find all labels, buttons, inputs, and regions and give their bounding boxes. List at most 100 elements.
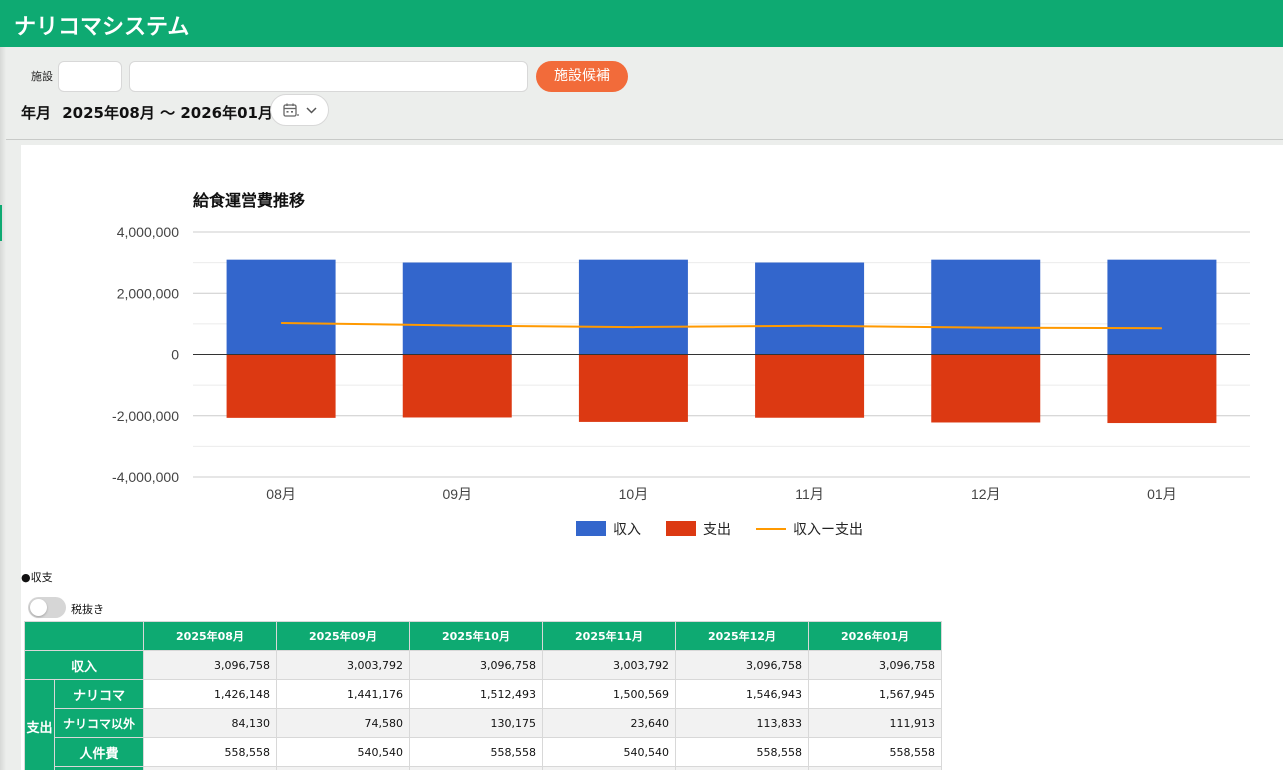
x-tick-label: 10月 (619, 486, 649, 502)
bar (931, 259, 1041, 355)
chart-title: 給食運営費推移 (193, 191, 306, 210)
bar (755, 354, 865, 418)
table-cell (808, 766, 942, 770)
y-tick-label: 2,000,000 (117, 285, 179, 301)
table-cell: 111,913 (808, 708, 942, 738)
table-cell: 558,558 (409, 737, 543, 767)
app-title: ナリコマシステム (14, 15, 190, 40)
bar (578, 354, 688, 422)
table-cell: 130,175 (409, 708, 543, 738)
row-header (54, 766, 144, 770)
series-line (281, 322, 1162, 330)
filter-divider (6, 139, 1283, 140)
table-cell: 23,640 (542, 708, 676, 738)
x-tick-label: 11月 (795, 486, 824, 502)
table-cell: 74,580 (276, 708, 410, 738)
tax-exclusive-toggle[interactable] (28, 597, 66, 618)
column-header: 2025年11月 (542, 621, 676, 651)
bar (226, 354, 336, 418)
legend-label: 支出 (703, 522, 731, 538)
period-value: 2025年08月 〜 2026年01月 (62, 104, 273, 122)
row-header: ナリコマ (54, 679, 144, 709)
table-cell: 558,558 (143, 737, 277, 767)
table-cell: 540,540 (542, 737, 676, 767)
x-tick-label: 12月 (971, 486, 1001, 502)
table-cell: 1,567,945 (808, 679, 942, 709)
facility-label: 施設 (31, 70, 53, 83)
table-cell: 3,003,792 (542, 650, 676, 680)
period-label: 年月 (21, 104, 52, 122)
bar (755, 262, 865, 355)
chevron-down-icon (306, 107, 317, 114)
table-cell: 113,833 (675, 708, 809, 738)
table-cell (542, 766, 676, 770)
row-header: ナリコマ以外 (54, 708, 144, 738)
tax-exclusive-label: 税抜き (71, 603, 104, 616)
calendar-icon (283, 103, 299, 117)
legend-swatch (666, 521, 696, 536)
table-cell (276, 766, 410, 770)
facility-candidate-button[interactable]: 施設候補 (536, 61, 628, 92)
column-header: 2025年08月 (143, 621, 277, 651)
legend-label: 収入ー支出 (793, 522, 863, 538)
bar (578, 259, 688, 355)
y-tick-label: 4,000,000 (117, 224, 179, 240)
bar (402, 354, 512, 418)
section-label-balance: ●収支 (21, 571, 53, 584)
table-cell: 3,096,758 (808, 650, 942, 680)
bar (402, 262, 512, 355)
legend-swatch (576, 521, 606, 536)
table-cell: 3,003,792 (276, 650, 410, 680)
facility-name-input[interactable] (129, 61, 528, 92)
table-cell: 84,130 (143, 708, 277, 738)
table-cell: 3,096,758 (675, 650, 809, 680)
table-cell: 1,500,569 (542, 679, 676, 709)
column-header: 2025年10月 (409, 621, 543, 651)
column-header: 2026年01月 (808, 621, 942, 651)
table-cell: 1,426,148 (143, 679, 277, 709)
column-header: 2025年12月 (675, 621, 809, 651)
column-header: 2025年09月 (276, 621, 410, 651)
table-row-partial (25, 766, 942, 770)
table-cell: 540,540 (276, 737, 410, 767)
toggle-knob (30, 599, 47, 616)
left-edge-marker (0, 205, 2, 241)
legend-label: 収入 (613, 522, 641, 538)
row-header: 人件費 (54, 737, 144, 767)
table-cell: 3,096,758 (143, 650, 277, 680)
table-row-income: 収入 3,096,758 3,003,792 3,096,758 3,003,7… (24, 650, 942, 680)
table-cell (409, 766, 543, 770)
filter-bar: 施設 施設候補 年月 2025年08月 〜 2026年01月 (0, 47, 1283, 140)
table-cell (675, 766, 809, 770)
y-tick-label: -4,000,000 (112, 469, 179, 485)
x-tick-label: 08月 (266, 486, 296, 502)
table-corner (24, 621, 144, 651)
y-tick-label: 0 (171, 347, 179, 363)
period-picker-button[interactable] (270, 94, 329, 126)
facility-code-input[interactable] (58, 61, 122, 92)
bar (226, 259, 336, 355)
table-cell: 1,512,493 (409, 679, 543, 709)
bar (1107, 354, 1217, 424)
row-group-header-expense: 支出 (24, 679, 55, 770)
y-tick-label: -2,000,000 (112, 408, 179, 424)
table-cell: 3,096,758 (409, 650, 543, 680)
balance-table: 2025年08月 2025年09月 2025年10月 2025年11月 2025… (24, 621, 942, 770)
row-header-income: 収入 (24, 650, 144, 680)
chart-container: 給食運営費推移 4,000,000 2,000,000 0 -2,000,000 -4,… (21, 145, 1283, 565)
table-row: 人件費 558,558 540,540 558,558 540,540 558,… (25, 737, 942, 767)
table-cell (143, 766, 277, 770)
table-row: 支出 ナリコマ 1,426,148 1,441,176 1,512,493 1,… (24, 679, 942, 770)
x-tick-label: 09月 (442, 486, 472, 502)
left-edge-shadow (0, 47, 6, 770)
period-display: 年月 2025年08月 〜 2026年01月 (21, 102, 279, 123)
content-panel: 給食運営費推移 4,000,000 2,000,000 0 -2,000,000 -4,… (21, 145, 1283, 770)
bar (1107, 259, 1217, 355)
table-cell: 1,441,176 (276, 679, 410, 709)
x-tick-label: 01月 (1147, 486, 1177, 502)
operating-cost-chart: 4,000,000 2,000,000 0 -2,000,000 -4,000,000 0… (112, 224, 1250, 538)
table-cell: 558,558 (808, 737, 942, 767)
bar (931, 354, 1041, 423)
app-header: ナリコマシステム (0, 0, 1283, 47)
table-row: ナリコマ以外 84,130 74,580 130,175 23,640 113,… (25, 708, 942, 738)
